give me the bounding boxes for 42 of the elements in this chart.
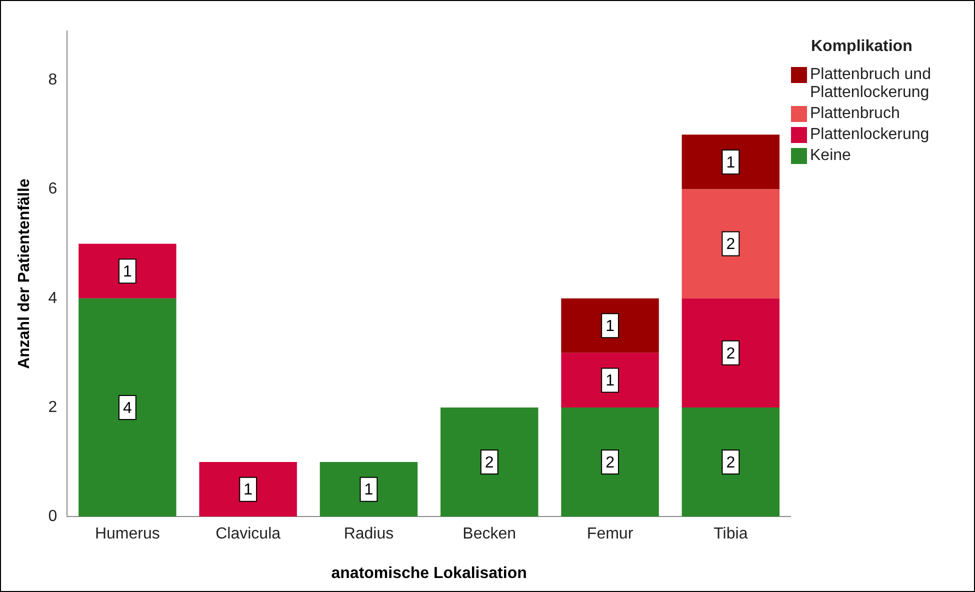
legend-label: Plattenbruch [810, 105, 900, 123]
data-label: 2 [484, 454, 494, 472]
x-tick-label: Radius [344, 526, 394, 543]
x-axis-title: anatomische Lokalisation [331, 564, 527, 582]
bar [682, 189, 780, 298]
y-tick-label: 2 [48, 398, 58, 416]
bar [440, 407, 538, 517]
data-label: 2 [606, 454, 615, 472]
legend-label: Plattenlockerung [810, 126, 930, 144]
data-label: 2 [726, 345, 736, 362]
bar [682, 298, 780, 408]
y-tick-label: 4 [48, 290, 58, 307]
x-tick-label: Becken [462, 526, 516, 543]
bar [561, 352, 659, 408]
data-label: 2 [726, 454, 736, 472]
bar [199, 462, 297, 517]
bar [78, 244, 176, 298]
bar [320, 462, 418, 517]
legend-label: Plattenbruch und Plattenlockerung [810, 66, 932, 102]
data-label: 1 [244, 482, 253, 499]
bar [682, 407, 780, 517]
legend-title: Komplikation [811, 38, 914, 56]
bar [78, 298, 176, 517]
y-tick-label: 0 [48, 508, 58, 526]
x-tick-label: Clavicula [216, 526, 281, 543]
bar [561, 407, 659, 517]
data-label: 1 [726, 154, 736, 172]
data-label: 1 [606, 372, 615, 390]
data-label: 1 [606, 318, 615, 336]
data-label: 4 [122, 400, 132, 417]
legend-label: Keine [810, 147, 851, 165]
y-tick-label: 8 [48, 72, 58, 89]
data-label: 1 [364, 482, 374, 499]
bar [561, 298, 659, 353]
bar [682, 134, 780, 190]
data-label: 2 [726, 236, 736, 254]
x-tick-label: Femur [586, 526, 634, 543]
x-tick-label: Tibia [714, 526, 748, 543]
data-label: 1 [122, 263, 132, 280]
x-tick-label: Humerus [94, 526, 160, 543]
y-tick-label: 6 [48, 180, 58, 198]
y-axis-title: Anzahl der Patientenfälle [16, 178, 34, 369]
